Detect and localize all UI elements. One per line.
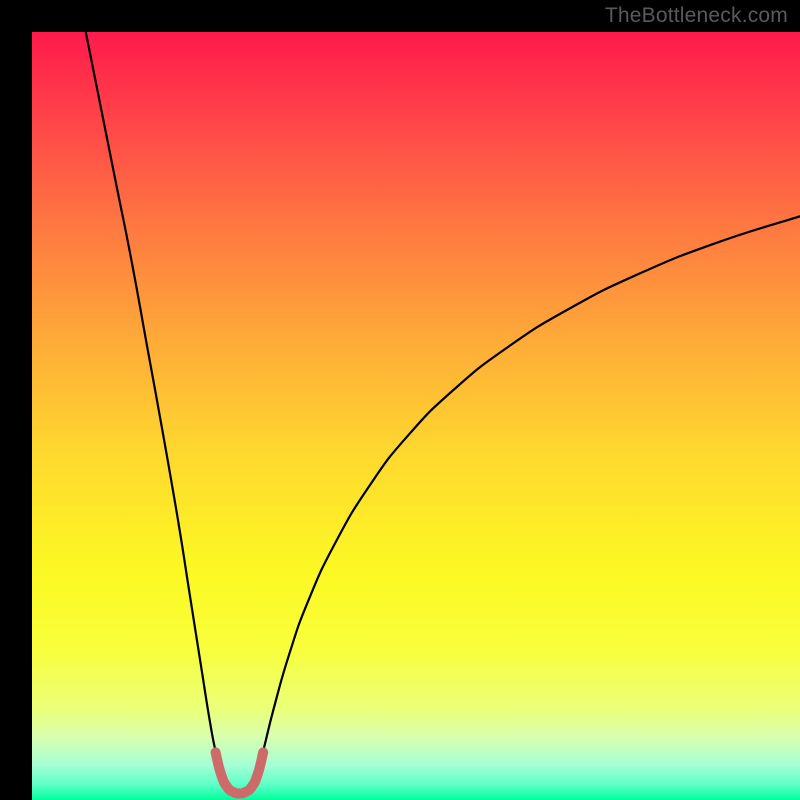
watermark-text: TheBottleneck.com <box>605 4 788 28</box>
plot-frame <box>32 32 800 800</box>
curve-left <box>86 32 223 773</box>
plot-svg <box>32 32 800 800</box>
valley-u-shape <box>216 752 264 793</box>
curve-right <box>256 216 800 773</box>
